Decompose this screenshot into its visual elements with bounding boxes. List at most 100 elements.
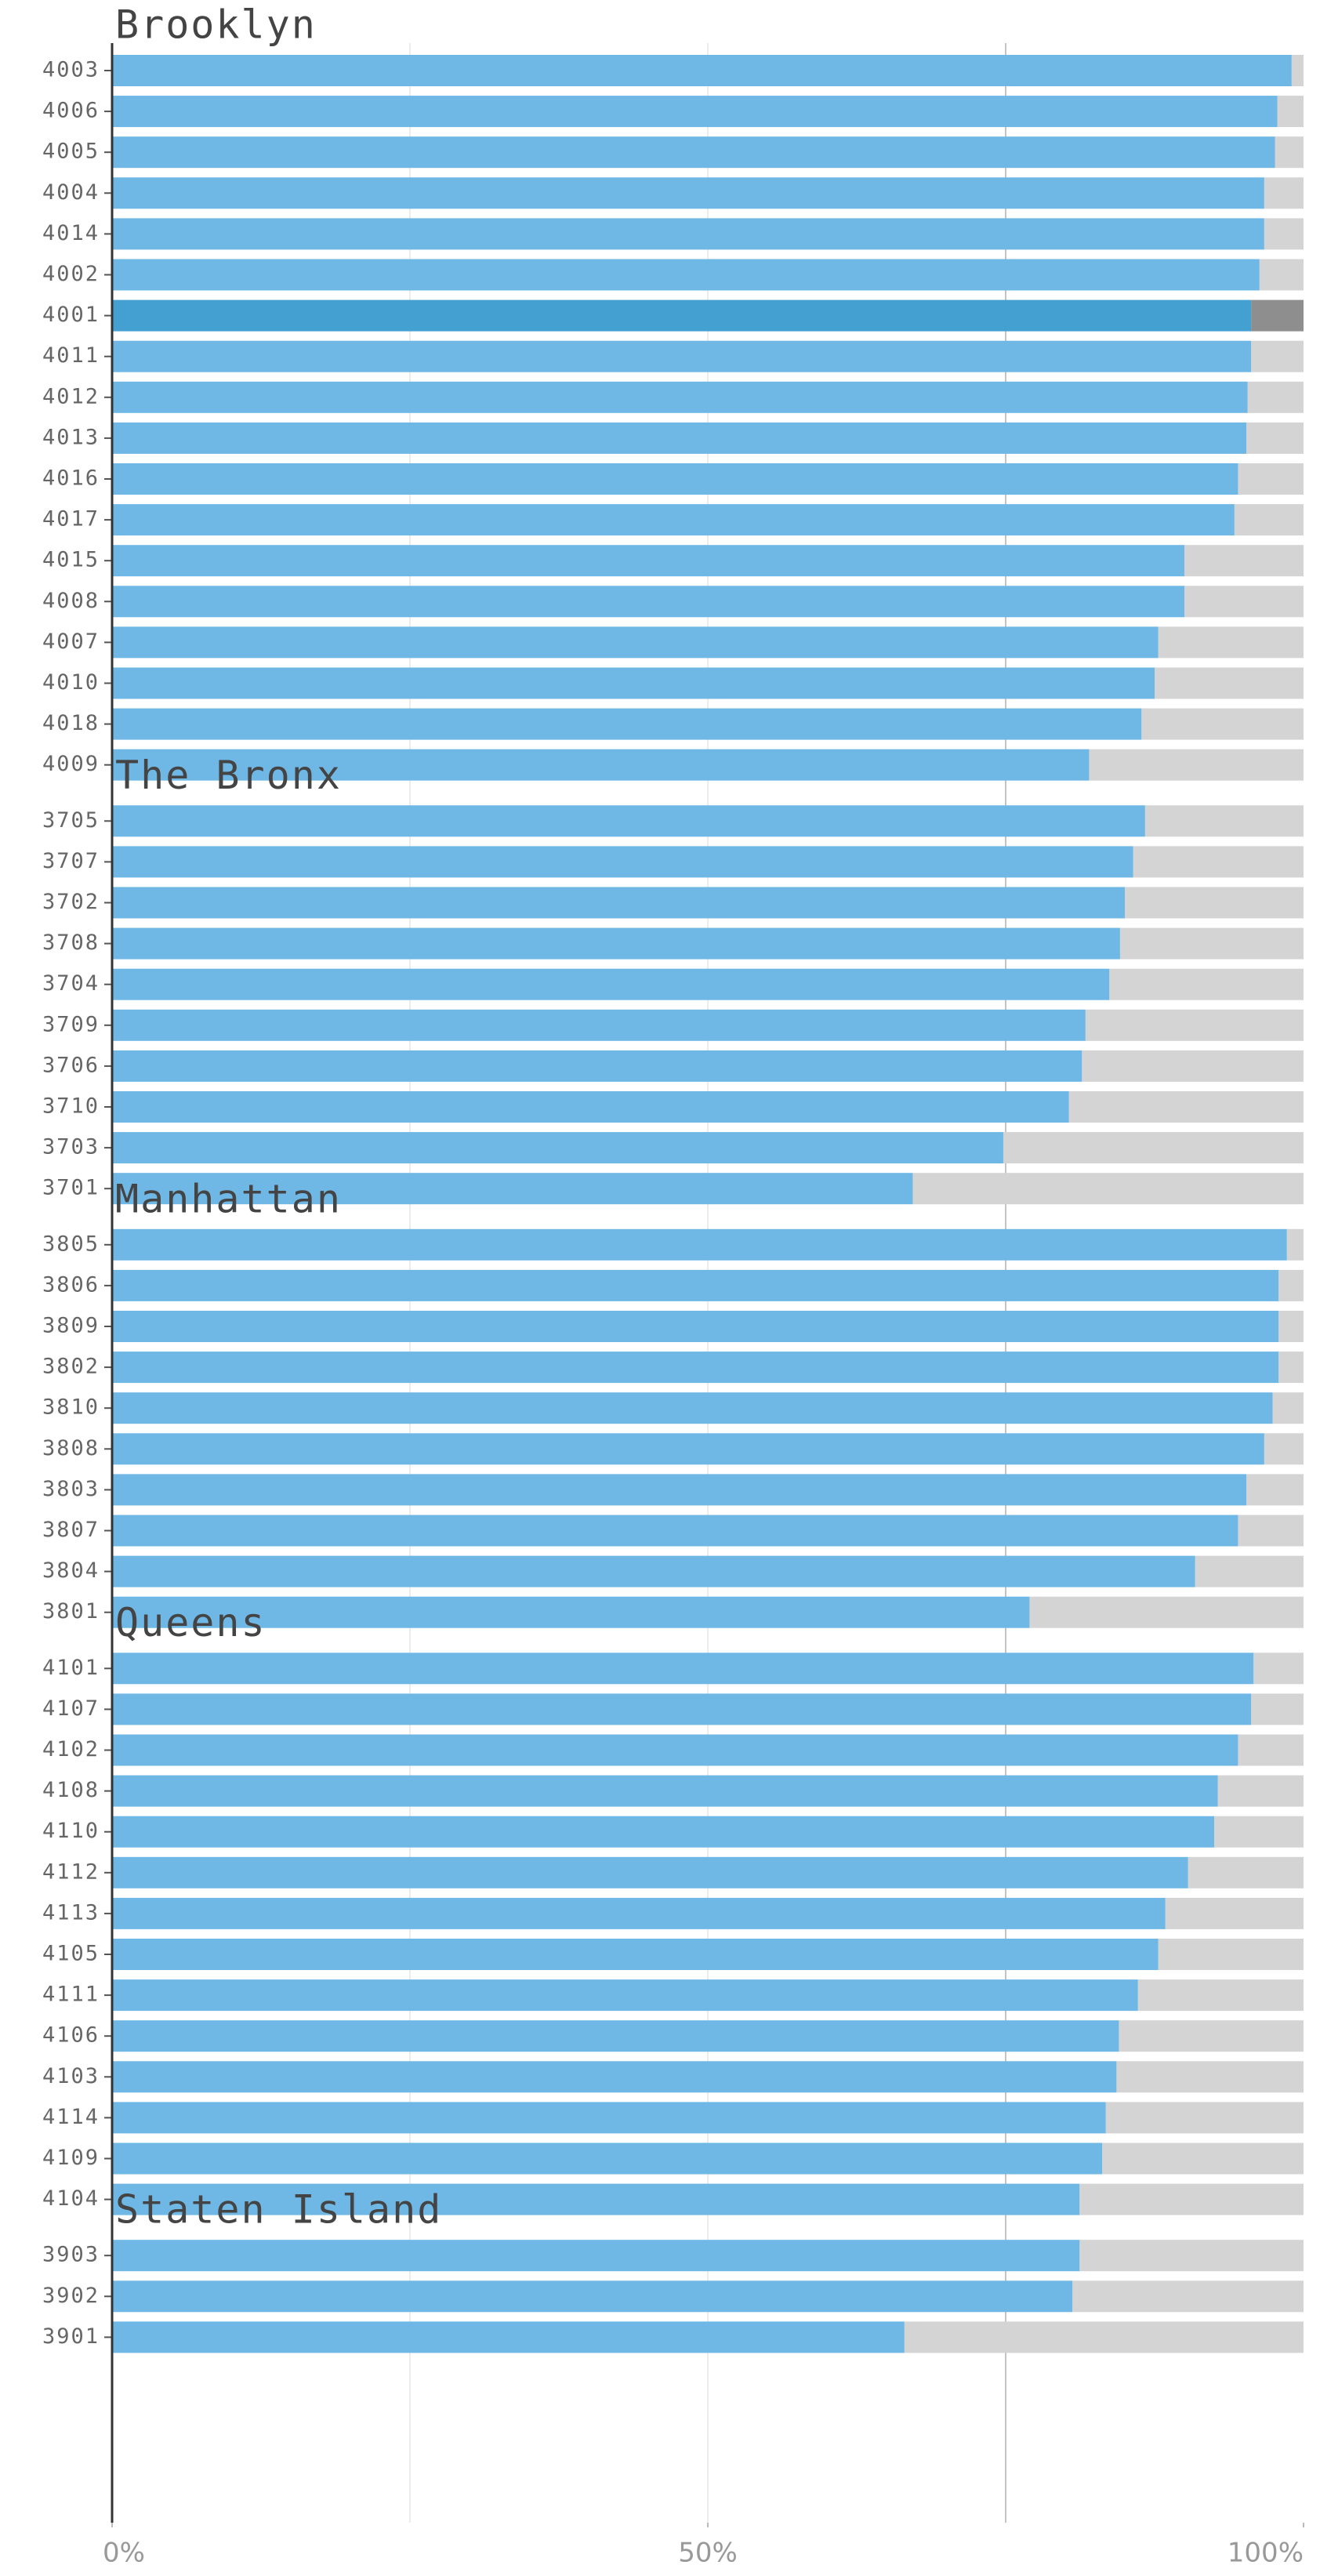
- bar: [112, 1433, 1264, 1465]
- group-title: The Bronx: [115, 753, 342, 798]
- bar: [112, 177, 1264, 209]
- y-tick-label: 3805: [42, 1232, 100, 1256]
- y-tick-label: 3810: [42, 1395, 100, 1420]
- bar-track: [1238, 1515, 1304, 1547]
- y-tick-label: 4108: [42, 1778, 100, 1802]
- bar-track: [1264, 177, 1304, 209]
- bar-track: [1085, 1009, 1304, 1041]
- y-tick-label: 3702: [42, 890, 100, 914]
- bar-track: [1116, 2061, 1304, 2093]
- bar: [112, 1653, 1254, 1685]
- bar-track: [1102, 2142, 1304, 2175]
- bar-track: [1003, 1132, 1304, 1164]
- bar: [112, 1939, 1159, 1970]
- bar-track: [1291, 55, 1304, 86]
- bar-track: [1072, 2280, 1304, 2313]
- bar-track: [1251, 340, 1304, 372]
- y-tick-label: 4018: [42, 711, 100, 735]
- bar-track: [1195, 1555, 1304, 1587]
- bar-track: [1234, 504, 1304, 536]
- y-tick-label: 4103: [42, 2064, 100, 2088]
- y-tick-label: 3807: [42, 1518, 100, 1542]
- bar: [112, 586, 1184, 618]
- bar-track: [1286, 1228, 1304, 1261]
- bar-track: [1165, 1897, 1304, 1929]
- y-tick-label: 4001: [42, 303, 100, 327]
- bar-track: [1217, 1775, 1304, 1807]
- bar: [112, 2020, 1119, 2052]
- bar: [112, 667, 1155, 699]
- bar-track: [1278, 1351, 1304, 1384]
- bar: [112, 96, 1278, 128]
- bar-track: [1238, 463, 1304, 495]
- bar-track: [1158, 626, 1304, 659]
- bar: [112, 1596, 1030, 1628]
- y-tick-label: 4005: [42, 140, 100, 164]
- bar-track: [1251, 1693, 1304, 1725]
- y-tick-label: 4110: [42, 1819, 100, 1843]
- bar-track: [1278, 1269, 1304, 1301]
- x-tick-label: 0%: [103, 2538, 145, 2569]
- bar-track: [1079, 2240, 1304, 2272]
- y-tick-label: 3708: [42, 931, 100, 955]
- bars: [112, 55, 1304, 2353]
- bar: [112, 1734, 1238, 1766]
- y-tick-label: 4006: [42, 99, 100, 123]
- bar: [112, 2142, 1103, 2175]
- bar: [112, 2183, 1080, 2215]
- y-tick-label: 4008: [42, 589, 100, 613]
- bar-track: [1105, 2102, 1304, 2134]
- bar-track: [1214, 1816, 1304, 1848]
- bar: [112, 1555, 1195, 1587]
- y-tick-label: 3704: [42, 971, 100, 996]
- bar: [112, 55, 1292, 86]
- y-tick-label: 4111: [42, 1983, 100, 2007]
- bar: [112, 218, 1264, 250]
- bar-track: [1264, 1433, 1304, 1465]
- y-tick-label: 4101: [42, 1656, 100, 1680]
- y-tick-label: 3706: [42, 1053, 100, 1077]
- bar-track: [1029, 1596, 1304, 1628]
- y-tick-label: 4105: [42, 1942, 100, 1966]
- y-tick-label: 3901: [42, 2324, 100, 2349]
- bar: [112, 1816, 1214, 1848]
- y-tick-label: 3806: [42, 1272, 100, 1297]
- bar: [112, 1856, 1188, 1888]
- bar: [112, 381, 1248, 413]
- bar: [112, 1897, 1166, 1929]
- bar: [112, 1515, 1238, 1547]
- y-tick-label: 4113: [42, 1900, 100, 1925]
- y-tick-label: 4114: [42, 2105, 100, 2129]
- bar: [112, 340, 1252, 372]
- bar: [112, 887, 1125, 919]
- bar-track: [1119, 2020, 1304, 2052]
- y-tick-label: 3808: [42, 1436, 100, 1460]
- y-tick-label: 4109: [42, 2146, 100, 2170]
- bar: [112, 1269, 1279, 1301]
- y-tick-label: 3804: [42, 1558, 100, 1583]
- y-tick-label: 4009: [42, 752, 100, 776]
- bar: [112, 2280, 1073, 2313]
- bar-track: [1251, 299, 1304, 332]
- bar: [112, 1132, 1003, 1164]
- y-tick-label: 3802: [42, 1355, 100, 1379]
- y-tick-label: 3710: [42, 1094, 100, 1119]
- y-tick-label: 3709: [42, 1012, 100, 1036]
- bar-track: [1247, 381, 1304, 413]
- bar: [112, 545, 1184, 577]
- bar: [112, 805, 1145, 837]
- y-tick-label: 4011: [42, 343, 100, 368]
- y-tick-label: 4010: [42, 670, 100, 695]
- bar-track: [1079, 2183, 1304, 2215]
- y-tick-label: 4015: [42, 548, 100, 572]
- bar-track: [1089, 749, 1304, 781]
- y-tick-label: 4106: [42, 2023, 100, 2048]
- bar-track: [1141, 708, 1304, 740]
- y-tick-label: 3705: [42, 808, 100, 833]
- bar: [112, 927, 1120, 960]
- group-title: Manhattan: [115, 1176, 342, 1221]
- x-tick-label: 50%: [678, 2538, 738, 2569]
- y-tick-label: 4007: [42, 629, 100, 654]
- bar: [112, 1693, 1252, 1725]
